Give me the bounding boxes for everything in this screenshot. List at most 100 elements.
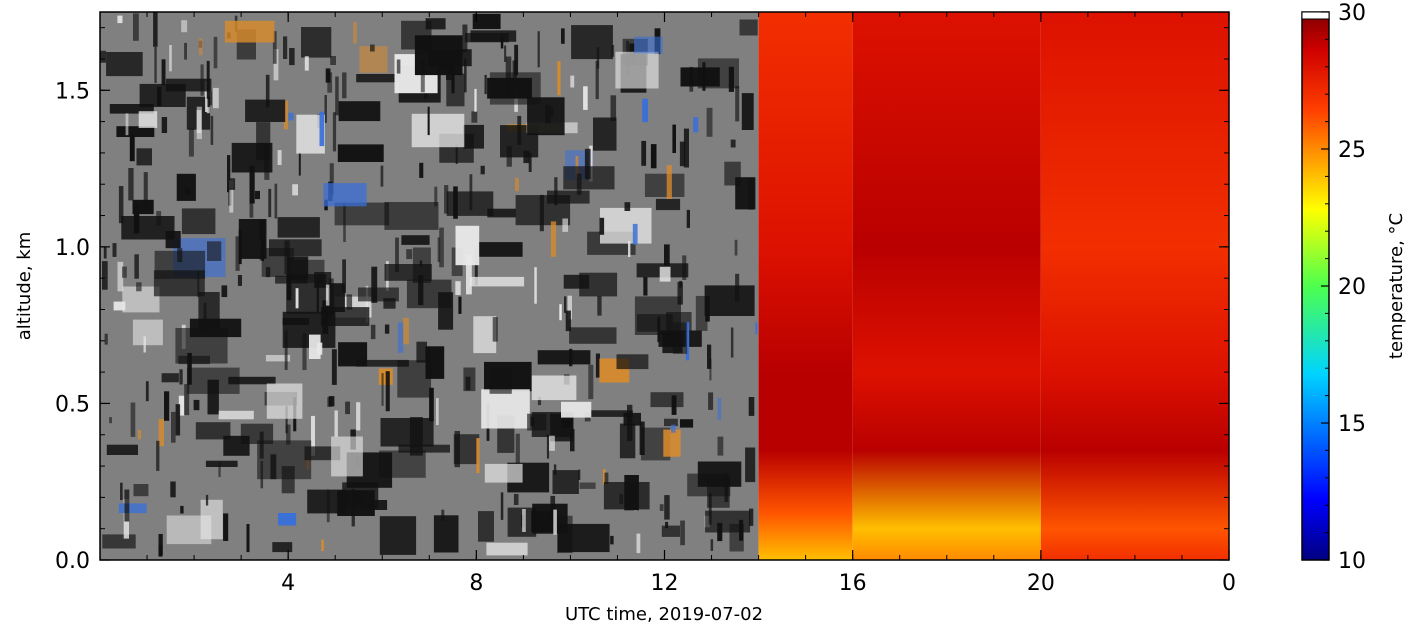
noise-cell [125,113,129,136]
noise-cell [708,392,714,410]
noise-cell [474,88,477,112]
noise-cell [259,219,265,240]
noise-cell [195,422,231,440]
noise-cell [113,301,126,311]
noise-cell [205,494,209,506]
noise-cell [455,225,480,266]
noise-cell [706,107,713,137]
x-tick-label: 12 [651,571,679,596]
noise-cell [661,525,680,537]
noise-cell [153,12,158,47]
noise-cell [570,429,575,452]
no-data-noise [100,12,758,557]
noise-cell [295,288,299,309]
noise-cell [342,72,347,99]
noise-cell [438,292,454,330]
noise-cell [531,375,577,401]
noise-cell [636,533,641,554]
colorbar-tick-label: 30 [1338,1,1366,26]
noise-cell [624,475,639,511]
noise-cell [180,505,184,514]
noise-cell [650,392,684,408]
noise-cell [477,242,523,257]
noise-cell [261,232,264,261]
noise-cell [138,111,158,128]
noise-cell [138,430,142,440]
noise-cell [161,117,168,133]
noise-cell [330,56,336,65]
noise-cell [112,243,117,257]
noise-cell [564,296,567,313]
noise-cell [610,95,617,121]
noise-cell [484,74,487,95]
noise-cell [356,402,361,431]
noise-cell [229,178,236,190]
colorbar-tick-label: 20 [1338,275,1366,300]
noise-cell [311,415,315,456]
noise-cell [624,202,631,211]
noise-cell [304,56,309,71]
noise-cell [672,322,688,354]
noise-cell [266,383,303,419]
noise-cell [672,124,676,153]
noise-cell [206,107,210,114]
noise-cell [623,412,641,426]
noise-cell [517,115,522,145]
noise-cell [175,328,228,364]
noise-cell [205,81,208,112]
noise-cell [426,347,431,367]
noise-cell [634,36,663,54]
noise-cell [334,202,390,226]
noise-cell [143,172,148,212]
noise-cell [707,344,712,369]
noise-cell [395,237,399,273]
noise-cell [600,207,652,244]
noise-cell [571,25,613,60]
noise-cell [187,352,192,385]
noise-cell [578,469,581,480]
noise-cell [106,52,143,77]
noise-cell [134,254,139,279]
noise-cell [465,33,509,43]
noise-cell [136,282,142,292]
noise-cell [748,397,755,416]
noise-cell [184,384,190,416]
noise-cell [553,464,557,475]
noise-cell [154,47,157,83]
noise-cell [356,359,409,367]
temperature-column [1040,12,1229,560]
noise-cell [120,482,123,501]
noise-cell [209,91,212,106]
noise-cell [383,298,396,309]
noise-cell [328,283,345,312]
noise-cell [198,38,203,56]
noise-cell [455,143,458,164]
colorbar-tick-label: 10 [1338,549,1366,574]
noise-cell [353,491,365,504]
noise-cell [384,264,432,281]
noise-cell [335,76,339,116]
noise-cell [659,504,664,511]
noise-cell [686,209,690,228]
noise-cell [664,418,678,427]
noise-cell [550,495,556,523]
colorbar-tick-label: 25 [1338,138,1366,163]
noise-cell [513,493,519,505]
colorbar-over-cap [1301,11,1330,20]
noise-cell [100,50,106,63]
noise-cell [514,44,519,76]
y-axis: 0.0 0.5 1.0 1.5 [55,27,1229,574]
noise-cell [441,509,445,521]
noise-cell [505,56,512,96]
y-tick-label: 1.5 [55,79,90,104]
noise-cell [380,418,434,447]
noise-cell [307,489,347,514]
noise-cell [384,202,439,230]
noise-cell [697,461,742,487]
noise-cell [527,413,547,431]
noise-cell [200,64,204,96]
noise-cell [136,148,152,166]
noise-cell [717,398,722,420]
noise-cell [710,539,714,551]
noise-cell [218,410,254,420]
